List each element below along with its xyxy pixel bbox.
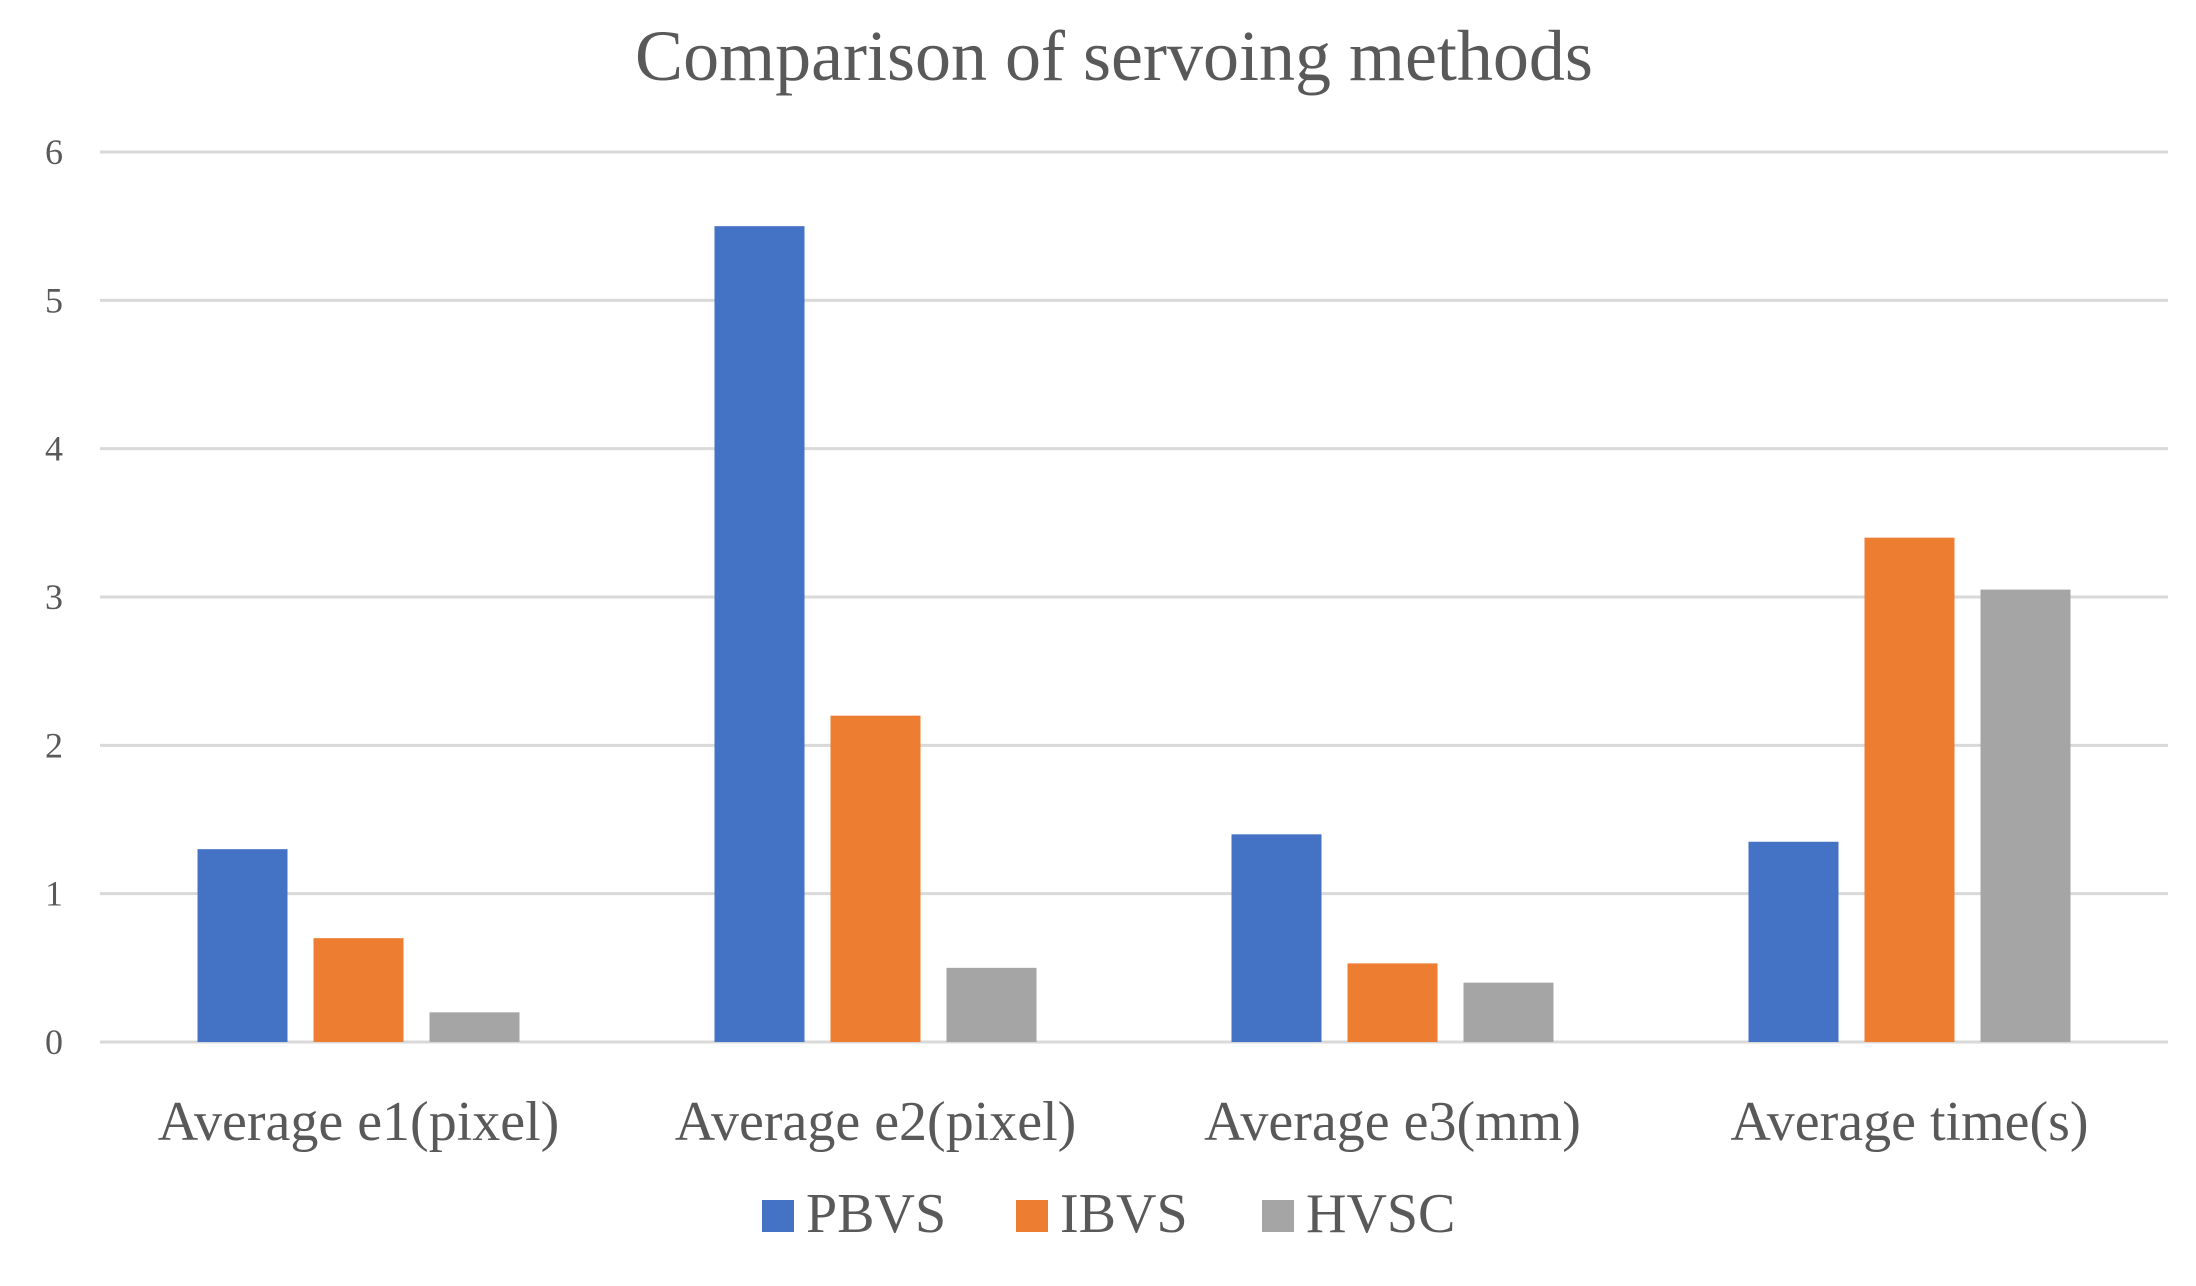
bar-pbvs-3: [1231, 834, 1322, 1042]
y-tick-label: 0: [45, 1022, 63, 1062]
bar-hvsc-4: [1980, 589, 2071, 1042]
legend-label-pbvs: PBVS: [806, 1183, 946, 1245]
y-tick-label: 3: [45, 577, 63, 617]
bar-ibvs-1: [313, 938, 404, 1042]
y-axis-ticks: 0 1 2 3 4 5 6: [45, 132, 63, 1062]
y-tick-label: 4: [45, 429, 63, 469]
legend-swatch-ibvs: [1016, 1200, 1048, 1232]
bar-pbvs-1: [197, 849, 288, 1042]
legend-swatch-hvsc: [1262, 1200, 1294, 1232]
x-tick-label: Average time(s): [1730, 1091, 2088, 1153]
bar-ibvs-3: [1347, 963, 1438, 1042]
x-tick-label: Average e2(pixel): [675, 1091, 1077, 1153]
x-tick-label: Average e3(mm): [1204, 1091, 1581, 1153]
x-axis-ticks: Average e1(pixel) Average e2(pixel) Averag…: [158, 1091, 2089, 1153]
legend-label-ibvs: IBVS: [1060, 1183, 1188, 1245]
bar-ibvs-4: [1864, 537, 1955, 1042]
gridlines: [100, 150, 2168, 1044]
bar-ibvs-2: [830, 715, 921, 1042]
y-tick-label: 6: [45, 132, 63, 172]
legend: PBVS IBVS HVSC: [762, 1183, 1455, 1245]
y-tick-label: 1: [45, 874, 63, 914]
bar-hvsc-3: [1463, 982, 1554, 1042]
bars: [197, 226, 2071, 1042]
bar-hvsc-1: [429, 1012, 520, 1042]
x-tick-label: Average e1(pixel): [158, 1091, 560, 1153]
bar-pbvs-2: [714, 226, 805, 1042]
legend-swatch-pbvs: [762, 1200, 794, 1232]
bar-hvsc-2: [946, 967, 1037, 1042]
y-tick-label: 2: [45, 725, 63, 765]
bar-pbvs-4: [1748, 841, 1839, 1042]
y-tick-label: 5: [45, 280, 63, 320]
chart-title: Comparison of servoing methods: [635, 16, 1593, 96]
legend-label-hvsc: HVSC: [1306, 1183, 1455, 1245]
